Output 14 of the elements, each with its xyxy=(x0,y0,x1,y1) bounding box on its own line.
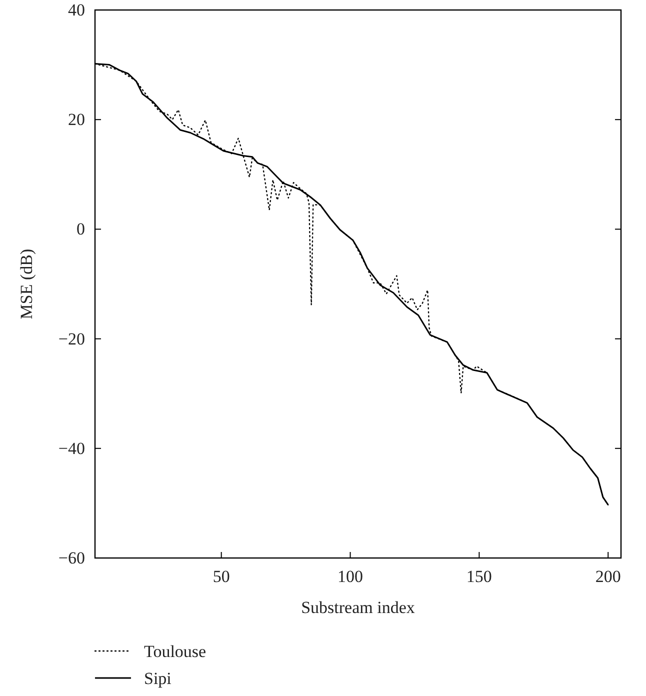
y-tick-label: 40 xyxy=(68,0,85,20)
x-tick-label: 200 xyxy=(595,567,621,586)
x-tick-label: 100 xyxy=(338,567,364,586)
x-tick-label: 50 xyxy=(212,567,230,586)
legend-label: Sipi xyxy=(144,669,172,688)
y-tick-label: −20 xyxy=(58,329,85,348)
x-tick-label: 150 xyxy=(466,567,492,586)
x-axis-title: Substream index xyxy=(301,598,416,617)
y-axis-title: MSE (dB) xyxy=(17,248,36,320)
y-tick-label: −60 xyxy=(58,548,85,568)
y-tick-label: 0 xyxy=(76,220,85,239)
legend-label: Toulouse xyxy=(144,642,206,661)
y-tick-label: 20 xyxy=(68,110,85,130)
y-tick-label: −40 xyxy=(58,438,85,458)
